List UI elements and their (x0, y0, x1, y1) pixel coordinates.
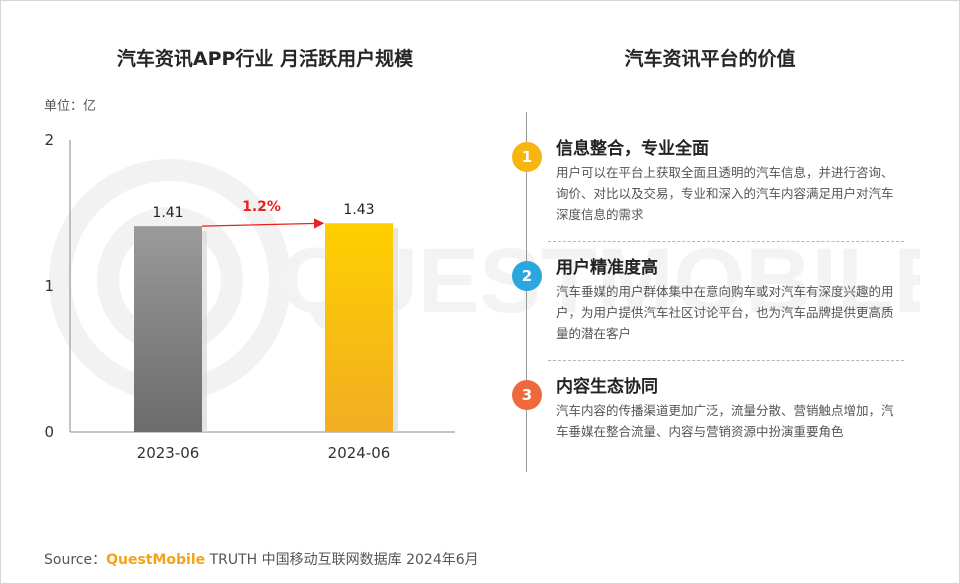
y-tick-label: 2 (44, 131, 54, 149)
y-tick-label: 1 (44, 277, 54, 295)
item-description: 用户可以在平台上获取全面且透明的汽车信息，并进行咨询、询价、对比以及交易，专业和… (556, 165, 894, 222)
dashed-separator (548, 241, 904, 242)
growth-label: 1.2% (242, 199, 281, 215)
item-description: 汽车垂媒的用户群体集中在意向购车或对汽车有深度兴趣的用户，为用户提供汽车社区讨论… (556, 284, 894, 341)
number-badge: 1 (512, 142, 542, 172)
timeline-line (526, 112, 527, 472)
number-badge: 2 (512, 261, 542, 291)
source-prefix: Source： (44, 552, 107, 568)
item-title: 信息整合，专业全面 (556, 139, 709, 159)
number-badge: 3 (512, 380, 542, 410)
bar-value-label: 1.41 (152, 205, 183, 221)
growth-arrow (201, 218, 325, 229)
bar-2023-06 (134, 226, 202, 432)
dashed-separator (548, 360, 904, 361)
bar-2024-06 (325, 223, 393, 432)
chart-title: 汽车资讯APP行业 月活跃用户规模 (116, 48, 414, 70)
source-brand: QuestMobile (106, 552, 206, 568)
x-tick-label: 2024-06 (328, 444, 391, 462)
item-title: 内容生态协同 (556, 377, 658, 397)
x-tick-label: 2023-06 (137, 444, 200, 462)
unit-label: 单位：亿 (44, 99, 97, 114)
item-title: 用户精准度高 (556, 258, 658, 278)
item-description: 汽车内容的传播渠道更加广泛，流量分散、营销触点增加，汽车垂媒在整合流量、内容与营… (556, 403, 894, 439)
source-line: Source：QuestMobile TRUTH 中国移动互联网数据库 2024… (44, 549, 479, 569)
bar-value-label: 1.43 (343, 202, 374, 218)
source-suffix: TRUTH 中国移动互联网数据库 2024年6月 (205, 552, 479, 568)
panel-title: 汽车资讯平台的价值 (624, 48, 796, 70)
bar-chart: 0 1 2 1.41 2023-06 1.43 2024-06 1.2% (44, 131, 455, 462)
y-tick-label: 0 (44, 423, 54, 441)
